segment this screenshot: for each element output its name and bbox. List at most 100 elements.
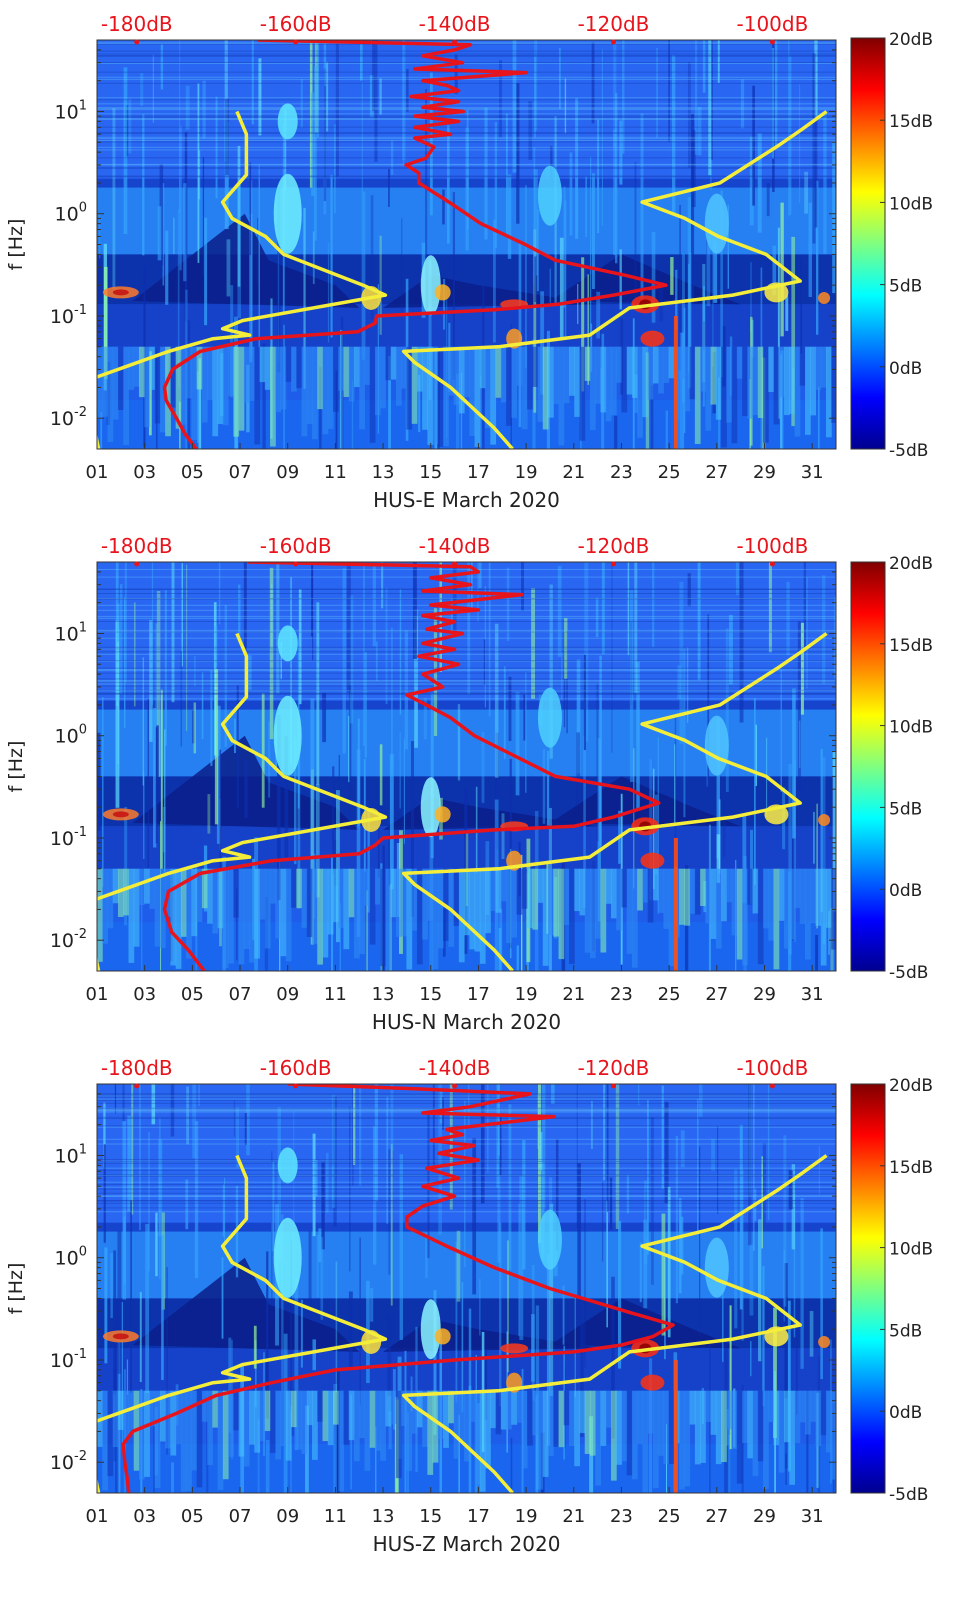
colorbar xyxy=(850,1083,886,1494)
heatmap-column xyxy=(521,1390,528,1469)
heatmap-streak xyxy=(145,1224,150,1393)
heatmap-streak xyxy=(331,1166,335,1202)
heatmap-streak xyxy=(171,562,175,703)
heatmap-streak xyxy=(498,60,503,138)
heatmap-streak xyxy=(237,145,241,287)
heatmap-column xyxy=(222,346,229,426)
heatmap-streak xyxy=(294,1278,299,1451)
heatmap-column xyxy=(763,346,769,443)
top-tick-label: -160dB xyxy=(260,12,332,36)
heatmap-streak xyxy=(377,780,380,878)
heatmap-streak xyxy=(313,1159,318,1197)
y-tick-label: 10-1 xyxy=(50,825,87,850)
heatmap-column xyxy=(317,346,324,410)
x-tick-label: 23 xyxy=(610,1506,633,1527)
heatmap-line xyxy=(97,1096,836,1098)
heatmap-streak xyxy=(139,1291,142,1383)
heatmap-column xyxy=(222,868,229,969)
heatmap-column xyxy=(448,1390,455,1424)
heatmap-line xyxy=(97,1110,836,1112)
heatmap-streak xyxy=(170,1084,175,1137)
heatmap-streak xyxy=(197,371,199,443)
heatmap-column xyxy=(527,868,533,929)
heatmap-column xyxy=(207,868,213,924)
heatmap-column xyxy=(458,868,465,963)
heatmap-streak xyxy=(788,40,790,217)
heatmap-streak xyxy=(311,92,315,196)
heatmap-streak xyxy=(236,1107,239,1168)
heatmap-streak xyxy=(194,1121,199,1279)
heatmap-column xyxy=(537,1390,544,1490)
heatmap-line xyxy=(97,588,836,590)
heatmap-streak xyxy=(333,1096,337,1227)
heatmap-streak xyxy=(783,1135,787,1307)
heatmap-column xyxy=(647,346,654,400)
heatmap-column xyxy=(312,346,318,440)
heatmap-streak xyxy=(177,209,180,388)
heatmap-streak xyxy=(688,252,692,387)
heatmap-streak xyxy=(124,562,127,683)
top-tick xyxy=(134,39,140,45)
heatmap-streak xyxy=(706,239,708,276)
heatmap-streak xyxy=(501,813,505,859)
heatmap-streak xyxy=(157,206,162,261)
y-tick-base: 10 xyxy=(55,1145,79,1167)
heatmap-band-vertical xyxy=(673,315,678,449)
heatmap-streak xyxy=(677,665,682,699)
heatmap-column xyxy=(752,1390,759,1477)
heatmap-column xyxy=(637,1390,643,1445)
heatmap-line xyxy=(97,648,836,650)
heatmap-streak xyxy=(412,562,417,659)
heatmap-column xyxy=(658,1390,664,1456)
heatmap-streak xyxy=(498,927,502,971)
x-tick-label: 13 xyxy=(372,984,395,1005)
heatmap-streak xyxy=(606,1084,609,1212)
heatmap-streak xyxy=(442,189,445,225)
heatmap-streak xyxy=(577,283,579,325)
heatmap-streak xyxy=(277,1107,281,1262)
heatmap-streak xyxy=(687,62,691,168)
heatmap-streak xyxy=(518,1203,520,1337)
heatmap-streak xyxy=(236,685,239,808)
heatmap-streak xyxy=(219,749,222,868)
heatmap-streak xyxy=(675,1135,678,1304)
heatmap-column xyxy=(773,868,780,970)
heatmap-column xyxy=(395,1390,402,1479)
heatmap-streak xyxy=(366,890,368,971)
heatmap-column xyxy=(275,1390,282,1460)
heatmap-column xyxy=(778,1390,785,1473)
heatmap-streak xyxy=(455,1241,458,1403)
colorbar-tick-label: 15dB xyxy=(889,112,933,132)
heatmap-column xyxy=(243,346,250,403)
heatmap-column xyxy=(805,868,811,960)
heatmap-column xyxy=(217,868,224,929)
heatmap-column xyxy=(380,868,386,966)
heatmap-streak xyxy=(720,190,723,378)
heatmap-streak xyxy=(785,1453,787,1485)
heatmap-column xyxy=(296,1390,303,1450)
quiet-zone xyxy=(132,213,360,308)
heatmap-line xyxy=(97,598,836,600)
heatmap-column xyxy=(789,868,796,940)
heatmap-column xyxy=(453,346,460,405)
heatmap-line xyxy=(97,615,836,617)
heatmap-column xyxy=(390,346,397,380)
heatmap-column xyxy=(385,1390,392,1427)
heatmap-streak xyxy=(688,263,690,373)
heatmap-streak xyxy=(816,803,818,929)
heatmap-streak xyxy=(224,1177,226,1249)
heatmap-column xyxy=(784,1390,790,1443)
heatmap-streak xyxy=(766,183,770,217)
heatmap-column xyxy=(275,868,282,939)
heatmap-column xyxy=(138,1390,145,1480)
heatmap-streak xyxy=(318,1228,322,1263)
heatmap-streak xyxy=(116,603,120,642)
heatmap-streak xyxy=(271,583,273,648)
heatmap-streak xyxy=(461,1282,464,1412)
heatmap-column xyxy=(595,346,601,404)
heatmap-column xyxy=(715,868,722,949)
heatmap-column xyxy=(312,868,318,944)
heatmap-column xyxy=(411,868,418,931)
heatmap-line xyxy=(97,115,836,117)
heatmap-column xyxy=(270,346,276,447)
